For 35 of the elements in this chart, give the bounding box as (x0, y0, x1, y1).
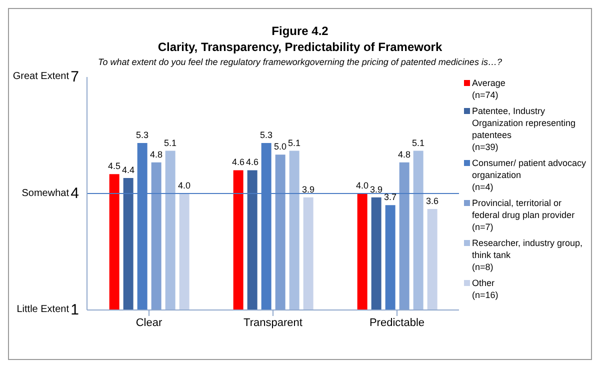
legend-label: Provincial, territorial or federal drug plan provider (n=7) (472, 197, 576, 233)
data-label: 5.1 (288, 138, 301, 148)
y-tick-label: 1 (70, 302, 79, 318)
data-label: 3.9 (370, 184, 383, 194)
data-label: 5.0 (274, 142, 287, 152)
data-label: 4.0 (356, 180, 369, 190)
data-label: 5.3 (260, 130, 273, 140)
data-label: 4.6 (246, 157, 259, 168)
data-label: 5.1 (164, 138, 177, 148)
data-label: 3.9 (302, 184, 315, 194)
legend-label: Other (n=16) (472, 277, 498, 301)
data-label: 5.1 (412, 138, 425, 148)
data-label: 3.6 (426, 196, 439, 206)
x-tick-label: Transparent (244, 316, 302, 329)
data-label: 4.4 (122, 164, 135, 175)
text: Somewhat (22, 188, 69, 200)
chart-title: Figure 4.2 Clarity, Transparency, Predictability of Framework (156, 23, 444, 55)
x-tick-label: Predictable (369, 316, 425, 329)
data-label: 5.3 (136, 130, 149, 140)
y-tick-label: 4 (70, 185, 79, 202)
data-label: 3.7 (384, 192, 397, 202)
legend-label: Patentee, Industry Organization representing patentees (n=39) (472, 105, 577, 153)
x-tick-label: Clear (136, 316, 162, 329)
data-label: 4.5 (108, 161, 121, 172)
legend-label: Researcher, industry group, think tank (n=8) (472, 237, 584, 273)
chart-subtitle: To what extent do you feel the regulatory frameworkgoverning the pricing of patented medicines is…? (97, 57, 503, 67)
y-tick-label: 7 (70, 68, 79, 86)
text: Little Extent (16, 304, 69, 316)
data-label: 4.8 (150, 149, 163, 160)
data-label: 4.8 (398, 149, 411, 160)
text: Great Extent (12, 71, 69, 83)
data-label: 4.6 (232, 157, 245, 168)
legend-label: Consumer/ patient advocacy organization (n=4) (472, 157, 588, 193)
data-label: 4.0 (178, 180, 191, 190)
legend-label: Average (n=74) (472, 77, 506, 101)
